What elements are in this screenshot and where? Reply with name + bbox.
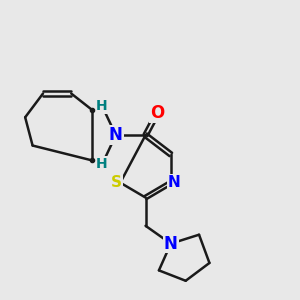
Text: N: N: [164, 235, 178, 253]
Text: H: H: [96, 99, 107, 113]
Text: N: N: [168, 175, 181, 190]
Text: O: O: [150, 104, 165, 122]
Text: H: H: [96, 157, 107, 171]
Text: S: S: [111, 175, 122, 190]
Text: N: N: [109, 126, 123, 144]
